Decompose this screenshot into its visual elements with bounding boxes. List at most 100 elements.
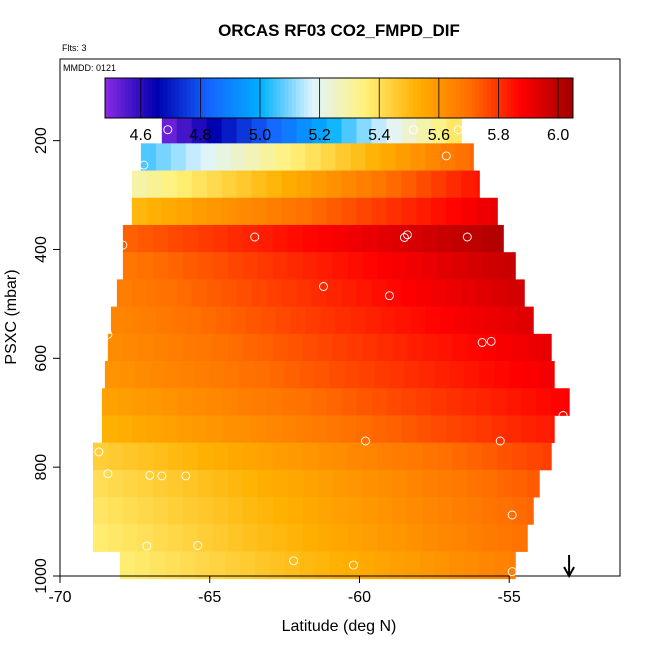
heatmap-cell xyxy=(386,388,402,416)
heatmap-cell xyxy=(284,551,301,580)
heatmap-cell xyxy=(302,469,319,498)
heatmap-cell xyxy=(107,469,124,498)
heatmap-cell xyxy=(377,524,393,552)
heatmap-cell xyxy=(482,524,498,552)
heatmap-cell xyxy=(242,333,259,362)
heatmap-cell xyxy=(410,143,426,171)
heatmap-cell xyxy=(134,361,151,389)
heatmap-cell xyxy=(281,170,298,199)
colorbar-segment xyxy=(350,78,356,118)
colorbar-segment xyxy=(261,78,266,118)
heatmap-cell xyxy=(137,252,154,280)
colorbar-segment xyxy=(385,78,391,118)
colorbar-segment xyxy=(194,78,200,118)
heatmap-cell xyxy=(524,361,540,389)
heatmap-cell xyxy=(422,333,438,362)
heatmap-cell xyxy=(320,143,337,171)
heatmap-cell xyxy=(467,442,483,471)
heatmap-cell xyxy=(299,551,316,580)
colorbar-segment xyxy=(374,78,379,118)
heatmap-cell xyxy=(305,306,322,335)
colorbar-segment xyxy=(498,78,504,118)
heatmap-cell xyxy=(467,333,483,362)
colorbar-tick-label: 4.8 xyxy=(189,127,211,144)
heatmap-cell xyxy=(377,333,393,362)
heatmap-cell xyxy=(491,279,507,308)
heatmap-cell xyxy=(437,442,453,471)
heatmap-cell xyxy=(332,252,349,280)
heatmap-cell xyxy=(206,279,223,308)
heatmap-cell xyxy=(251,197,268,226)
heatmap-cell xyxy=(506,415,522,444)
heatmap-cell xyxy=(371,197,388,226)
heatmap-cell xyxy=(167,442,184,471)
heatmap-cell xyxy=(272,524,289,552)
heatmap-cell xyxy=(341,197,358,226)
colorbar-segment xyxy=(549,78,554,118)
heatmap-cell xyxy=(416,116,432,144)
heatmap-cell xyxy=(149,551,166,580)
heatmap-cell xyxy=(482,252,498,280)
heatmap-cell xyxy=(362,333,379,362)
heatmap-cell xyxy=(527,333,543,362)
heatmap-cell xyxy=(197,442,214,471)
heatmap-cell xyxy=(110,306,127,335)
heatmap-cell xyxy=(206,415,223,444)
heatmap-cell xyxy=(440,306,456,335)
heatmap-cell xyxy=(152,252,169,280)
sample-point xyxy=(558,411,568,420)
colorbar-segment xyxy=(378,78,383,118)
heatmap-cell xyxy=(329,361,346,389)
heatmap-cell xyxy=(359,361,376,389)
colorbar-segment xyxy=(428,78,434,118)
colorbar-segment xyxy=(561,78,566,118)
heatmap-cell xyxy=(287,333,304,362)
colorbar-segment xyxy=(105,78,110,118)
colorbar-segment xyxy=(456,78,461,118)
heatmap-cell xyxy=(191,197,208,226)
heatmap-cell xyxy=(155,143,172,171)
heatmap-cell xyxy=(125,306,142,335)
colorbar-segment xyxy=(502,78,508,118)
heatmap-cell xyxy=(92,469,109,498)
heatmap-cell xyxy=(386,170,402,199)
heatmap-cell xyxy=(191,279,208,308)
heatmap-cell xyxy=(227,497,244,525)
heatmap-cell xyxy=(236,116,253,144)
heatmap-cell xyxy=(446,388,462,416)
heatmap-cell xyxy=(365,143,382,171)
x-tick-label: -55 xyxy=(498,589,521,606)
colorbar-segment xyxy=(405,78,410,118)
heatmap-cell xyxy=(92,442,109,471)
heatmap-cell xyxy=(407,524,423,552)
heatmap-cell xyxy=(311,170,328,199)
heatmap-cell xyxy=(566,388,570,416)
colorbar-border xyxy=(104,77,574,119)
heatmap-cell xyxy=(197,333,214,362)
heatmap-cell xyxy=(422,524,438,552)
sample-point xyxy=(486,336,496,346)
heatmap-cell xyxy=(191,415,208,444)
heatmap-cell xyxy=(281,116,298,144)
colorbar-segment xyxy=(506,78,512,118)
heatmap-cell xyxy=(131,197,148,226)
heatmap-cell xyxy=(479,551,495,580)
heatmap-cell xyxy=(185,143,202,171)
heatmap-cell xyxy=(221,415,238,444)
heatmap-cell xyxy=(362,469,379,498)
colorbar-segment xyxy=(198,78,203,118)
heatmap-cell xyxy=(227,469,244,498)
colorbar-segment xyxy=(210,78,215,118)
heatmap-cell xyxy=(371,388,388,416)
heatmap-cell xyxy=(317,469,334,498)
heatmap-cell xyxy=(296,197,313,226)
heatmap-cell xyxy=(137,524,154,552)
heatmap-cell xyxy=(161,388,178,416)
heatmap-cell xyxy=(290,306,307,335)
heatmap-cell xyxy=(221,116,238,144)
heatmap-cell xyxy=(227,224,244,253)
heatmap-cell xyxy=(227,442,244,471)
colorbar-segment xyxy=(296,78,301,118)
heatmap-cell xyxy=(392,442,408,471)
colorbar-segment xyxy=(268,78,274,118)
